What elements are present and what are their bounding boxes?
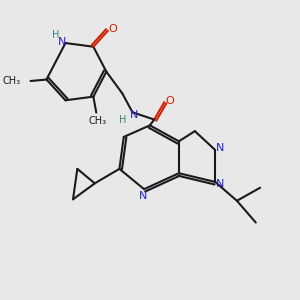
Text: CH₃: CH₃ bbox=[89, 116, 107, 126]
Text: O: O bbox=[165, 96, 174, 106]
Text: CH₃: CH₃ bbox=[2, 76, 20, 86]
Text: N: N bbox=[58, 37, 66, 46]
Text: N: N bbox=[216, 179, 225, 189]
Text: N: N bbox=[138, 190, 147, 201]
Text: N: N bbox=[130, 110, 138, 120]
Text: N: N bbox=[216, 143, 224, 153]
Text: H: H bbox=[119, 116, 127, 125]
Text: H: H bbox=[52, 30, 60, 40]
Text: O: O bbox=[109, 24, 118, 34]
